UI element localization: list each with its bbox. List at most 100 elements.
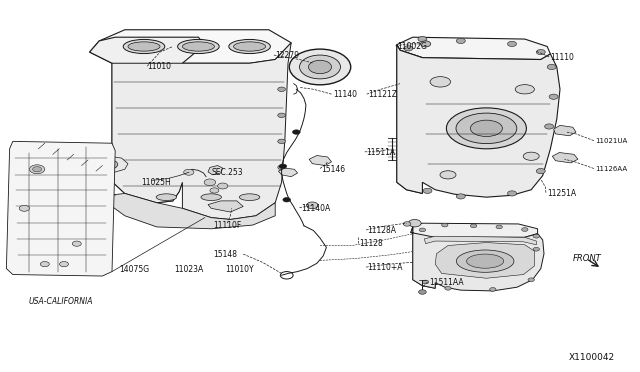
Circle shape bbox=[456, 194, 465, 199]
Polygon shape bbox=[397, 45, 422, 193]
Polygon shape bbox=[109, 193, 275, 229]
Ellipse shape bbox=[229, 39, 271, 54]
Circle shape bbox=[278, 87, 285, 92]
Polygon shape bbox=[109, 43, 291, 219]
Ellipse shape bbox=[523, 152, 539, 160]
Circle shape bbox=[72, 241, 81, 246]
Ellipse shape bbox=[123, 39, 165, 54]
Circle shape bbox=[420, 41, 431, 47]
Text: 11511A: 11511A bbox=[366, 148, 396, 157]
Circle shape bbox=[29, 165, 45, 174]
Text: SEC.253: SEC.253 bbox=[211, 169, 243, 177]
Circle shape bbox=[490, 288, 496, 291]
Text: 14075G: 14075G bbox=[119, 265, 150, 274]
Polygon shape bbox=[208, 166, 223, 175]
Ellipse shape bbox=[447, 108, 526, 149]
Polygon shape bbox=[90, 30, 291, 63]
Circle shape bbox=[102, 160, 118, 169]
Ellipse shape bbox=[128, 42, 160, 51]
Circle shape bbox=[184, 169, 194, 175]
Text: 11126AA: 11126AA bbox=[595, 166, 627, 172]
Circle shape bbox=[522, 228, 528, 231]
Polygon shape bbox=[397, 45, 560, 197]
Circle shape bbox=[204, 179, 216, 186]
Text: 11121Z: 11121Z bbox=[368, 90, 397, 99]
Text: 12279: 12279 bbox=[275, 51, 300, 60]
Ellipse shape bbox=[515, 84, 534, 94]
Circle shape bbox=[549, 94, 558, 99]
Ellipse shape bbox=[201, 194, 221, 201]
Circle shape bbox=[419, 290, 426, 294]
Circle shape bbox=[289, 49, 351, 85]
Text: 15146: 15146 bbox=[321, 165, 346, 174]
Circle shape bbox=[40, 262, 49, 267]
Circle shape bbox=[508, 191, 516, 196]
Text: 11023A: 11023A bbox=[174, 265, 204, 274]
Ellipse shape bbox=[239, 194, 260, 201]
Text: 11140A: 11140A bbox=[301, 204, 330, 213]
Text: 11010Y: 11010Y bbox=[226, 265, 254, 274]
Circle shape bbox=[545, 124, 554, 129]
Text: 11511AA: 11511AA bbox=[429, 278, 463, 287]
Text: 11002G: 11002G bbox=[397, 42, 427, 51]
Ellipse shape bbox=[430, 77, 451, 87]
Circle shape bbox=[33, 167, 42, 172]
Polygon shape bbox=[278, 168, 298, 177]
Polygon shape bbox=[397, 37, 550, 60]
Circle shape bbox=[300, 55, 340, 79]
Circle shape bbox=[533, 247, 540, 251]
Circle shape bbox=[403, 222, 411, 226]
Circle shape bbox=[418, 36, 427, 42]
Text: 11110F: 11110F bbox=[213, 221, 241, 230]
Polygon shape bbox=[208, 201, 243, 212]
Circle shape bbox=[508, 41, 516, 46]
Circle shape bbox=[278, 165, 285, 170]
Circle shape bbox=[278, 139, 285, 144]
Ellipse shape bbox=[456, 113, 517, 144]
Circle shape bbox=[470, 224, 477, 228]
Ellipse shape bbox=[440, 171, 456, 179]
Circle shape bbox=[404, 46, 413, 51]
Text: 11110: 11110 bbox=[550, 53, 574, 62]
Circle shape bbox=[536, 49, 545, 55]
Ellipse shape bbox=[470, 120, 502, 137]
Polygon shape bbox=[309, 155, 332, 166]
Text: FRONT: FRONT bbox=[573, 254, 602, 263]
Circle shape bbox=[307, 202, 318, 209]
Circle shape bbox=[292, 130, 300, 134]
Circle shape bbox=[423, 188, 432, 193]
Text: 11251A: 11251A bbox=[547, 189, 577, 198]
Ellipse shape bbox=[456, 250, 514, 272]
Circle shape bbox=[456, 38, 465, 44]
Circle shape bbox=[422, 280, 429, 284]
Text: X1100042: X1100042 bbox=[568, 353, 614, 362]
Circle shape bbox=[536, 169, 545, 174]
Circle shape bbox=[528, 278, 534, 282]
Circle shape bbox=[279, 164, 287, 169]
Text: 11021UA: 11021UA bbox=[595, 138, 627, 144]
Ellipse shape bbox=[156, 194, 177, 201]
Ellipse shape bbox=[234, 42, 266, 51]
Circle shape bbox=[308, 60, 332, 74]
Circle shape bbox=[442, 223, 448, 227]
Polygon shape bbox=[411, 227, 435, 288]
Circle shape bbox=[283, 198, 291, 202]
Circle shape bbox=[547, 64, 556, 70]
Text: 11010: 11010 bbox=[147, 62, 172, 71]
Circle shape bbox=[419, 228, 426, 232]
Circle shape bbox=[496, 225, 502, 229]
Circle shape bbox=[408, 219, 421, 227]
Polygon shape bbox=[424, 236, 536, 245]
Polygon shape bbox=[90, 37, 205, 203]
Text: 11128: 11128 bbox=[360, 239, 383, 248]
Text: USA-CALIFORNIA: USA-CALIFORNIA bbox=[29, 297, 93, 306]
Circle shape bbox=[19, 205, 29, 211]
Circle shape bbox=[278, 113, 285, 118]
Circle shape bbox=[218, 183, 228, 189]
Ellipse shape bbox=[467, 254, 504, 268]
Circle shape bbox=[60, 262, 68, 267]
Circle shape bbox=[210, 188, 219, 193]
Polygon shape bbox=[552, 153, 578, 163]
Polygon shape bbox=[435, 243, 534, 278]
Text: 15148: 15148 bbox=[212, 250, 237, 259]
